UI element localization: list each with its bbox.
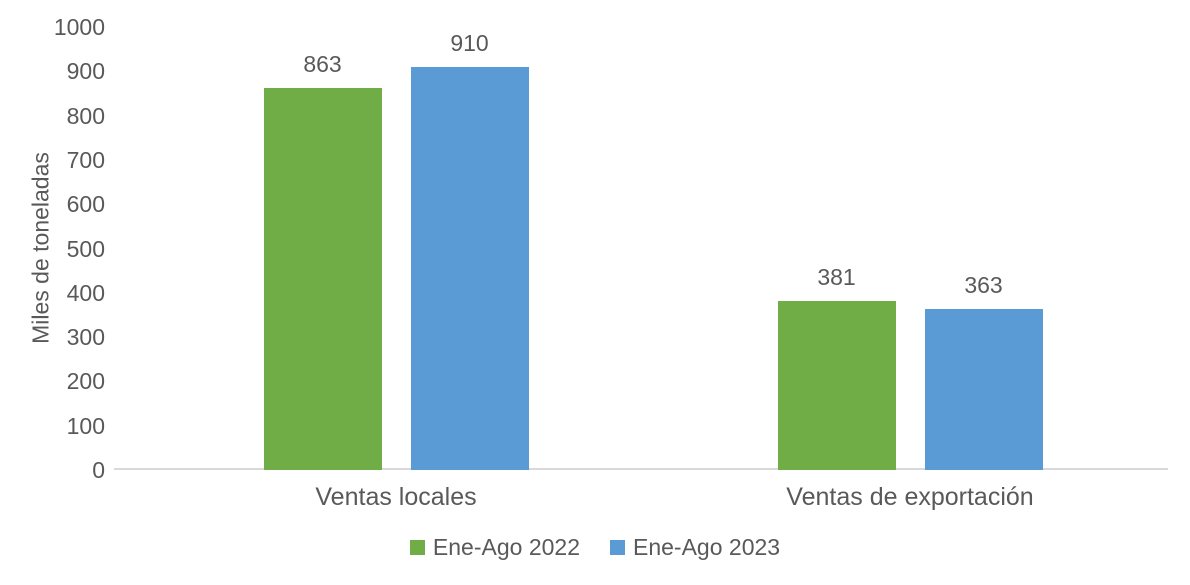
bar-value-label: 863	[303, 50, 342, 77]
bar-value-label: 381	[817, 264, 856, 291]
bar-value-label: 910	[450, 29, 489, 56]
legend-swatch-icon	[409, 539, 425, 555]
x-category-label: Ventas de exportación	[786, 483, 1034, 511]
legend-label: Ene-Ago 2022	[432, 533, 580, 560]
legend-swatch-icon	[610, 539, 625, 555]
y-tick-label: 100	[66, 412, 105, 439]
bar-value-label: 363	[964, 272, 1003, 299]
bar	[410, 66, 529, 470]
y-tick-label: 600	[66, 191, 105, 218]
y-tick-label: 700	[66, 146, 105, 173]
y-tick-label: 1000	[53, 14, 105, 40]
legend-item: Ene-Ago 2023	[610, 534, 780, 561]
bar	[777, 301, 896, 470]
y-tick-label: 900	[66, 58, 105, 85]
y-tick-label: 800	[66, 102, 105, 129]
y-tick-label: 400	[66, 279, 105, 306]
bar	[263, 87, 382, 470]
y-tick-label: 300	[66, 324, 105, 351]
legend: Ene-Ago 2022 Ene-Ago 2023	[0, 532, 1190, 562]
legend-label: Ene-Ago 2023	[633, 533, 781, 560]
y-tick-label: 200	[66, 368, 105, 395]
bar	[924, 309, 1043, 470]
y-tick-label: 0	[92, 457, 105, 483]
x-category-label: Ventas locales	[315, 483, 477, 511]
y-tick-label: 500	[66, 235, 105, 262]
legend-item: Ene-Ago 2022	[409, 533, 580, 561]
x-axis-line	[114, 468, 1168, 470]
